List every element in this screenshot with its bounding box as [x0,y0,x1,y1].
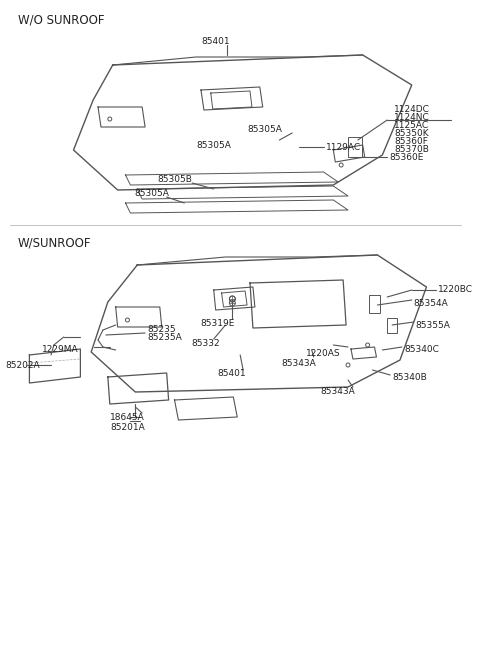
Text: 1220BC: 1220BC [438,286,473,295]
Text: 85202A: 85202A [5,360,39,369]
Text: 85354A: 85354A [414,299,448,307]
Bar [387,318,397,333]
Text: 85332: 85332 [192,339,220,348]
Text: 85401: 85401 [217,369,246,377]
Text: 85201A: 85201A [110,422,145,432]
Text: 85305A: 85305A [196,141,231,149]
Text: 85305A: 85305A [134,189,169,198]
Text: 85235A: 85235A [147,333,182,341]
Text: 85360F: 85360F [394,136,428,145]
Text: 1124NC: 1124NC [394,113,430,121]
Bar [348,137,362,157]
Text: 85340B: 85340B [392,373,427,383]
Text: 85370B: 85370B [394,145,429,153]
Text: W/SUNROOF: W/SUNROOF [18,236,91,250]
Text: 85305A: 85305A [247,124,282,134]
Text: 85340C: 85340C [404,345,439,354]
Text: 1125AC: 1125AC [394,121,429,130]
Text: 85360E: 85360E [389,153,423,162]
Text: 1129AC: 1129AC [325,143,360,151]
Text: 18645A: 18645A [110,413,145,422]
Text: 1124DC: 1124DC [394,105,430,113]
Text: 85305B: 85305B [157,174,192,183]
Text: 85343A: 85343A [321,388,356,396]
Text: 85319E: 85319E [201,318,235,328]
Bar [369,295,380,313]
Text: 85350K: 85350K [394,128,429,138]
Text: 85355A: 85355A [416,320,451,329]
Text: W/O SUNROOF: W/O SUNROOF [18,14,104,26]
Text: 85401: 85401 [202,37,230,45]
Text: 1229MA: 1229MA [42,345,78,354]
Text: 1220AS: 1220AS [306,348,341,358]
Text: 85343A: 85343A [282,358,316,367]
Text: 85235: 85235 [147,326,176,335]
